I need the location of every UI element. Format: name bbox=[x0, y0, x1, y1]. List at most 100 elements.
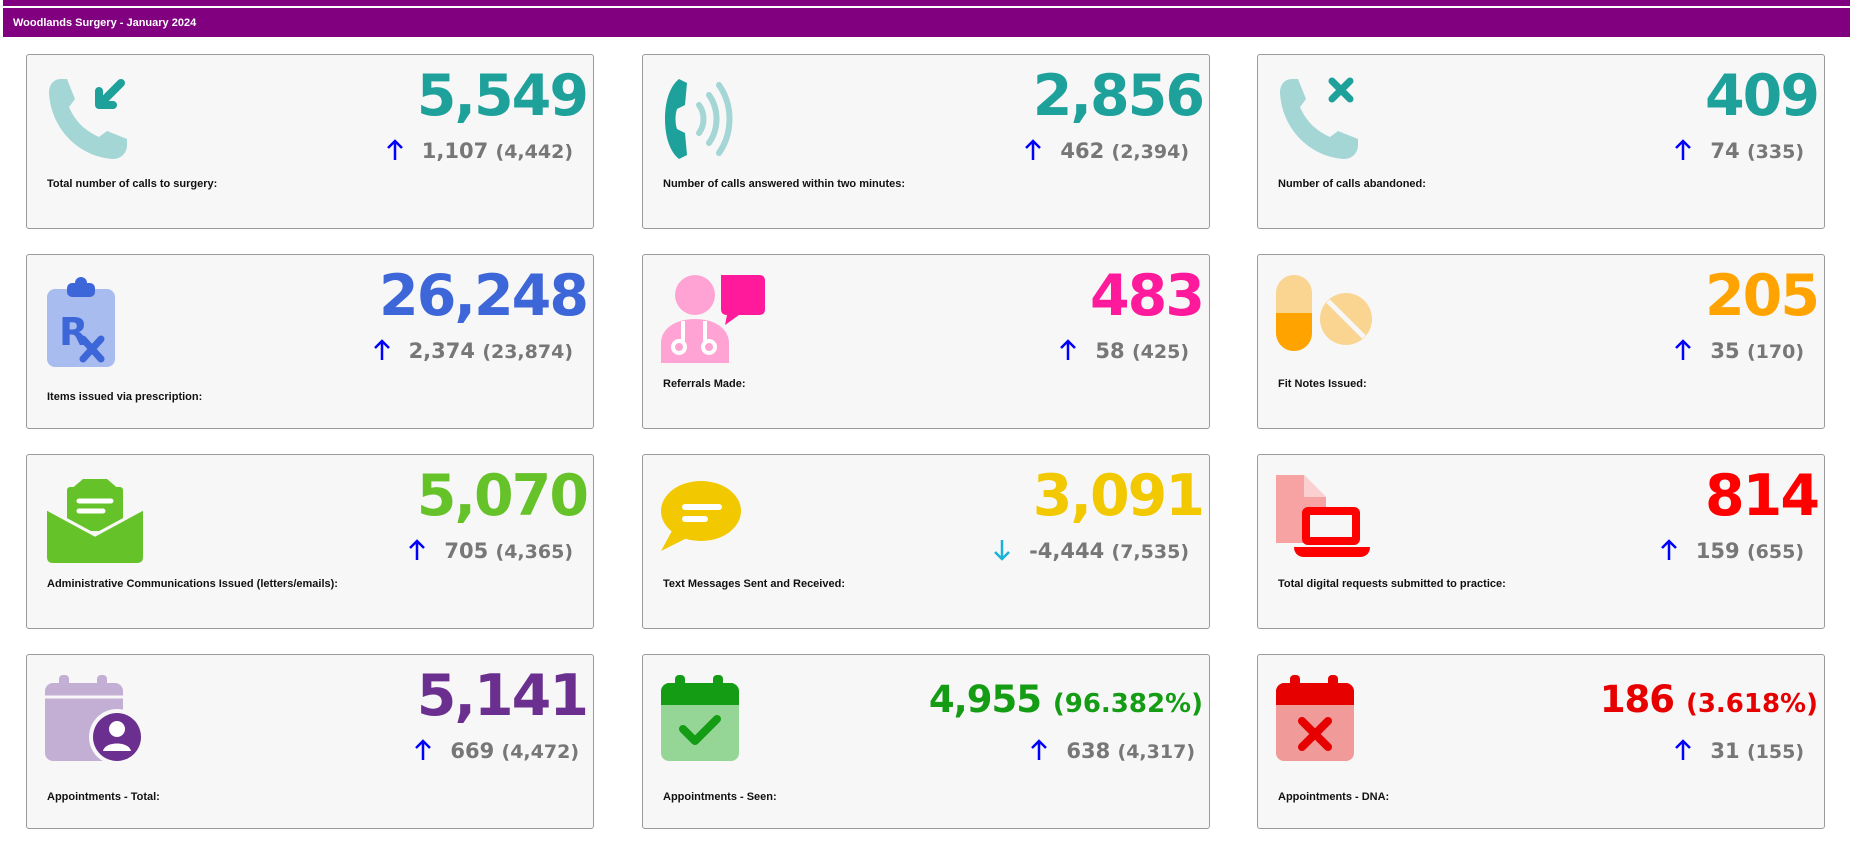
delta-value: 638 bbox=[1066, 739, 1111, 763]
card-prescriptions[interactable]: R 26,248 2,374 (23,874) Items issued via… bbox=[26, 254, 594, 429]
metric-label: Appointments - DNA: bbox=[1278, 791, 1390, 803]
metric-value: 205 bbox=[1705, 263, 1820, 329]
phone-ringing-icon bbox=[665, 79, 733, 159]
value-percent: (3.618%) bbox=[1685, 689, 1818, 719]
metric-delta: 669 (4,472) bbox=[414, 735, 579, 767]
card-referrals[interactable]: 483 58 (425) Referrals Made: bbox=[642, 254, 1210, 429]
metric-value: 5,141 bbox=[416, 663, 589, 729]
arrow-up-icon bbox=[1675, 339, 1692, 360]
card-text-messages[interactable]: 3,091 -4,444 (7,535) Text Messages Sent … bbox=[642, 454, 1210, 629]
metric-value: 3,091 bbox=[1032, 463, 1205, 529]
arrow-up-icon bbox=[373, 339, 390, 360]
value-number: 4,955 bbox=[928, 678, 1042, 721]
card-appointments-total[interactable]: 5,141 669 (4,472) Appointments - Total: bbox=[26, 654, 594, 829]
arrow-up-icon bbox=[415, 739, 432, 760]
metric-delta: 705 (4,365) bbox=[408, 535, 573, 567]
metric-label: Text Messages Sent and Received: bbox=[663, 578, 845, 590]
phone-missed-icon bbox=[1280, 77, 1358, 159]
dashboard-header: Woodlands Surgery - January 2024 bbox=[3, 6, 1850, 37]
chat-bubble-icon bbox=[661, 481, 741, 551]
metric-label: Referrals Made: bbox=[663, 378, 746, 390]
delta-value: 159 bbox=[1695, 539, 1740, 563]
metric-value: 5,549 bbox=[416, 63, 589, 129]
metric-delta: 74 (335) bbox=[1674, 135, 1804, 167]
card-digital-requests[interactable]: 814 159 (655) Total digital requests sub… bbox=[1257, 454, 1825, 629]
arrow-up-icon bbox=[1025, 139, 1042, 160]
metric-value: 186 (3.618%) bbox=[1600, 675, 1818, 729]
laptop-document-icon bbox=[1276, 475, 1370, 557]
metric-label: Total digital requests submitted to prac… bbox=[1278, 578, 1506, 590]
metric-value: 4,955 (96.382%) bbox=[929, 675, 1203, 729]
metric-delta: 35 (170) bbox=[1674, 335, 1804, 367]
metric-label: Total number of calls to surgery: bbox=[47, 178, 218, 190]
arrow-up-icon bbox=[1031, 739, 1048, 760]
metric-value: 26,248 bbox=[379, 263, 589, 329]
calendar-x-icon bbox=[1276, 675, 1354, 761]
previous-value: (4,317) bbox=[1117, 741, 1195, 763]
arrow-up-icon bbox=[409, 539, 426, 560]
prescription-clipboard-icon: R bbox=[47, 277, 115, 367]
metric-value: 5,070 bbox=[416, 463, 589, 529]
value-number: 186 bbox=[1599, 678, 1675, 721]
arrow-up-icon bbox=[386, 139, 403, 160]
arrow-down-icon bbox=[994, 540, 1010, 561]
doctor-referral-icon bbox=[661, 275, 765, 363]
card-appointments-dna[interactable]: 186 (3.618%) 31 (155) Appointments - DNA… bbox=[1257, 654, 1825, 829]
calendar-check-icon bbox=[661, 675, 739, 761]
previous-value: (335) bbox=[1746, 141, 1804, 163]
previous-value: (655) bbox=[1746, 541, 1804, 563]
card-fit-notes[interactable]: 205 35 (170) Fit Notes Issued: bbox=[1257, 254, 1825, 429]
open-envelope-icon bbox=[46, 479, 144, 563]
metric-value: 814 bbox=[1705, 463, 1820, 529]
calendar-user-icon bbox=[45, 675, 145, 765]
previous-value: (23,874) bbox=[482, 341, 573, 363]
previous-value: (7,535) bbox=[1111, 541, 1189, 563]
previous-value: (155) bbox=[1746, 741, 1804, 763]
metric-value: 483 bbox=[1090, 263, 1205, 329]
value-percent: (96.382%) bbox=[1052, 689, 1203, 719]
metric-label: Administrative Communications Issued (le… bbox=[47, 578, 338, 590]
delta-value: 58 bbox=[1095, 339, 1125, 363]
arrow-up-icon bbox=[1675, 739, 1692, 760]
arrow-up-icon bbox=[1060, 339, 1077, 360]
delta-value: 31 bbox=[1710, 739, 1740, 763]
delta-value: 1,107 bbox=[421, 139, 489, 163]
metric-delta: 159 (655) bbox=[1660, 535, 1804, 567]
metric-label: Number of calls abandoned: bbox=[1278, 178, 1426, 190]
metric-value: 2,856 bbox=[1032, 63, 1205, 129]
arrow-up-icon bbox=[1660, 539, 1677, 560]
previous-value: (425) bbox=[1131, 341, 1189, 363]
dashboard-title: Woodlands Surgery - January 2024 bbox=[13, 17, 197, 29]
metric-delta: 2,374 (23,874) bbox=[373, 335, 573, 367]
metric-delta: 58 (425) bbox=[1059, 335, 1189, 367]
previous-value: (170) bbox=[1746, 341, 1804, 363]
previous-value: (4,472) bbox=[501, 741, 579, 763]
delta-value: 74 bbox=[1710, 139, 1740, 163]
metric-delta: 638 (4,317) bbox=[1030, 735, 1195, 767]
delta-value: 669 bbox=[450, 739, 495, 763]
delta-value: 462 bbox=[1060, 139, 1105, 163]
previous-value: (2,394) bbox=[1111, 141, 1189, 163]
metric-delta: 462 (2,394) bbox=[1024, 135, 1189, 167]
card-calls-abandoned[interactable]: 409 74 (335) Number of calls abandoned: bbox=[1257, 54, 1825, 229]
metric-label: Fit Notes Issued: bbox=[1278, 378, 1367, 390]
pills-icon bbox=[1276, 275, 1372, 351]
metric-value: 409 bbox=[1705, 63, 1820, 129]
metric-label: Items issued via prescription: bbox=[47, 391, 203, 403]
previous-value: (4,365) bbox=[495, 541, 573, 563]
delta-value: 35 bbox=[1710, 339, 1740, 363]
svg-text:R: R bbox=[59, 310, 88, 354]
card-admin-communications[interactable]: 5,070 705 (4,365) Administrative Communi… bbox=[26, 454, 594, 629]
card-appointments-seen[interactable]: 4,955 (96.382%) 638 (4,317) Appointments… bbox=[642, 654, 1210, 829]
card-calls-answered[interactable]: 2,856 462 (2,394) Number of calls answer… bbox=[642, 54, 1210, 229]
delta-value: -4,444 bbox=[1029, 539, 1105, 563]
arrow-up-icon bbox=[1675, 139, 1692, 160]
metric-label: Appointments - Total: bbox=[47, 791, 160, 803]
metric-delta: 1,107 (4,442) bbox=[386, 135, 573, 167]
metric-label: Number of calls answered within two minu… bbox=[663, 178, 906, 190]
card-total-calls[interactable]: 5,549 1,107 (4,442) Total number of call… bbox=[26, 54, 594, 229]
metric-delta: -4,444 (7,535) bbox=[993, 535, 1189, 567]
phone-incoming-icon bbox=[49, 79, 127, 159]
previous-value: (4,442) bbox=[495, 141, 573, 163]
metric-label: Appointments - Seen: bbox=[663, 791, 777, 803]
